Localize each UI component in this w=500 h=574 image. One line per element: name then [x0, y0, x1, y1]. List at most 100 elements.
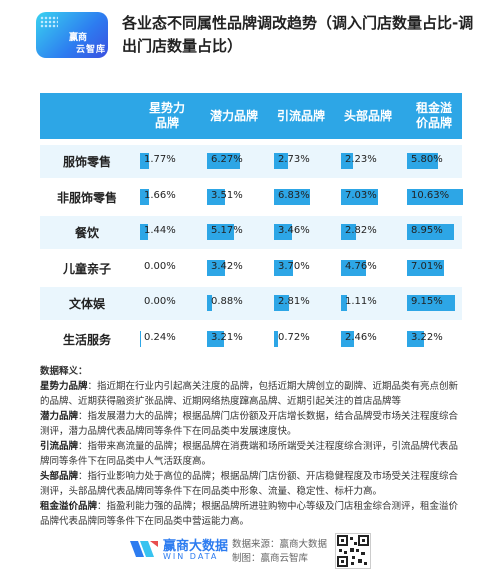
data-bar	[407, 224, 455, 240]
logo-dots-decoration	[40, 16, 58, 28]
data-cell: 3.51%	[201, 181, 266, 214]
data-value-label: 2.73%	[278, 154, 310, 165]
data-value-label: 10.63%	[411, 189, 450, 201]
brand-trend-table: 星势力 品牌 潜力品牌 引流品牌 头部品牌 租金溢 价品牌 服饰零售 1.77% 6.27% 2.…	[40, 93, 463, 356]
data-cell: 3.21%	[201, 323, 266, 356]
table-header: 星势力 品牌 潜力品牌 引流品牌 头部品牌 租金溢 价品牌	[40, 93, 462, 139]
column-header: 潜力品牌	[209, 108, 258, 123]
data-cell: 3.22%	[401, 323, 466, 356]
data-value-label: 3.22%	[411, 331, 443, 343]
row-label: 生活服务	[62, 332, 111, 347]
data-value-label: 1.11%	[345, 296, 377, 307]
data-bar	[207, 188, 226, 205]
data-bar	[207, 153, 241, 169]
table-row: 儿童亲子 0.00% 3.42% 3.70% 4.76% 7.01%	[40, 252, 462, 285]
data-bar	[341, 295, 347, 311]
data-bar	[274, 188, 310, 205]
footer-source-line2: 制图：赢商云智库	[232, 553, 309, 564]
data-value-label: 1.44%	[144, 225, 176, 236]
data-value-label: 0.88%	[211, 296, 243, 307]
definition-item: 引流品牌：指带来高流量的品牌；根据品牌在消费端和场所端受关注程度综合测评，引流品…	[40, 439, 464, 469]
definition-item: 潜力品牌：指发展潜力大的品牌；根据品牌门店份额及开店增长数据，结合品牌受市场关注…	[40, 409, 464, 439]
data-cell: 7.01%	[401, 252, 466, 285]
chart-title: 各业态不同属性品牌调改趋势（调入门店数量占比-调出门店数量占比）	[122, 14, 474, 55]
data-value-label: 2.46%	[345, 331, 377, 343]
definition-item: 头部品牌：指行业影响力处于高位的品牌；根据品牌门店份额、开店稳健程度及市场受关注…	[40, 469, 464, 499]
data-cell: 2.73%	[268, 145, 333, 178]
data-value-label: 2.81%	[278, 296, 310, 307]
table-row: 生活服务 0.24% 3.21% 0.72% 2.46% 3.22%	[40, 323, 462, 356]
data-cell: 1.44%	[134, 216, 199, 249]
data-bar	[207, 224, 235, 240]
data-bar	[341, 153, 353, 169]
data-bar	[207, 295, 212, 311]
data-value-label: 0.24%	[144, 331, 176, 343]
data-value-label: 1.66%	[144, 189, 176, 201]
data-cell: 2.23%	[335, 145, 400, 178]
data-cell: 6.27%	[201, 145, 266, 178]
data-cell: 0.00%	[134, 287, 199, 320]
data-cell: 5.17%	[201, 216, 266, 249]
data-cell: 0.72%	[268, 323, 333, 356]
data-bar	[207, 259, 226, 276]
definition-term: 引流品牌	[40, 441, 79, 452]
data-cell: 7.03%	[335, 181, 400, 214]
data-value-label: 7.03%	[345, 189, 377, 201]
data-cell: 4.76%	[335, 252, 400, 285]
data-value-label: 7.01%	[411, 260, 443, 272]
data-value-label: 5.80%	[411, 154, 443, 165]
data-bar	[407, 153, 438, 169]
data-cell: 8.95%	[401, 216, 466, 249]
data-bar	[407, 330, 424, 347]
definitions-heading: 数据释义：	[40, 366, 88, 377]
data-value-label: 2.23%	[345, 154, 377, 165]
data-bar	[140, 330, 142, 347]
footer-brand-en: WIN DATA	[163, 552, 219, 561]
definitions-section: 数据释义： 星势力品牌：指近期在行业内引起高关注度的品牌，包括近期大牌创立的副牌…	[40, 364, 464, 529]
data-bar	[274, 259, 294, 276]
footer-brand-cn: 赢商大数据	[163, 539, 229, 554]
data-cell: 2.81%	[268, 287, 333, 320]
definition-text: ：指行业影响力处于高位的品牌；根据品牌门店份额、开店稳健程度及市场受关注程度综合…	[40, 471, 459, 497]
logo: 赢商 云智库	[36, 12, 108, 58]
data-cell: 3.42%	[201, 252, 266, 285]
data-bar	[140, 188, 149, 205]
data-value-label: 2.82%	[345, 225, 377, 236]
row-label: 餐饮	[74, 226, 99, 240]
data-bar	[407, 188, 463, 205]
row-label: 非服饰零售	[56, 190, 117, 205]
definition-term: 星势力品牌	[40, 381, 88, 392]
data-cell: 0.24%	[134, 323, 199, 356]
data-bar	[341, 224, 356, 240]
definition-item: 租金溢价品牌：指盈利能力强的品牌；根据品牌所进驻购物中心等级及门店租金综合测评，…	[40, 499, 464, 529]
definition-text: ：指盈利能力强的品牌；根据品牌所进驻购物中心等级及门店租金综合测评，租金溢价品牌…	[40, 501, 459, 527]
data-cell: 10.63%	[401, 181, 466, 214]
data-value-label: 3.51%	[211, 189, 243, 201]
data-value-label: 9.15%	[411, 296, 443, 307]
data-cell: 1.66%	[134, 181, 199, 214]
data-value-label: 0.72%	[278, 331, 310, 343]
data-cell: 0.88%	[201, 287, 266, 320]
data-value-label: 3.21%	[211, 331, 243, 343]
definition-text: ：指近期在行业内引起高关注度的品牌，包括近期大牌创立的副牌、近期品类有亮点创新的…	[40, 381, 459, 407]
data-cell: 3.70%	[268, 252, 333, 285]
data-bar	[341, 330, 354, 347]
data-cell: 5.80%	[401, 145, 466, 178]
data-bar	[407, 259, 444, 276]
data-value-label: 6.83%	[278, 189, 310, 201]
table-row: 餐饮 1.44% 5.17% 3.46% 2.82% 8.95%	[40, 216, 462, 249]
data-value-label: 3.70%	[278, 260, 310, 272]
table-row: 文体娱 0.00% 0.88% 2.81% 1.11% 9.15%	[40, 287, 462, 320]
data-value-label: 5.17%	[211, 225, 243, 236]
definition-term: 头部品牌	[40, 471, 79, 482]
definition-term: 租金溢价品牌	[40, 501, 98, 512]
data-value-label: 4.76%	[345, 260, 377, 272]
column-header: 星势力 品牌	[148, 101, 185, 130]
data-bar	[274, 224, 293, 240]
data-cell: 0.00%	[134, 252, 199, 285]
logo-line1: 赢商	[69, 33, 88, 43]
data-cell: 1.77%	[134, 145, 199, 178]
logo-line2: 云智库	[76, 45, 107, 55]
column-header: 头部品牌	[343, 108, 392, 123]
